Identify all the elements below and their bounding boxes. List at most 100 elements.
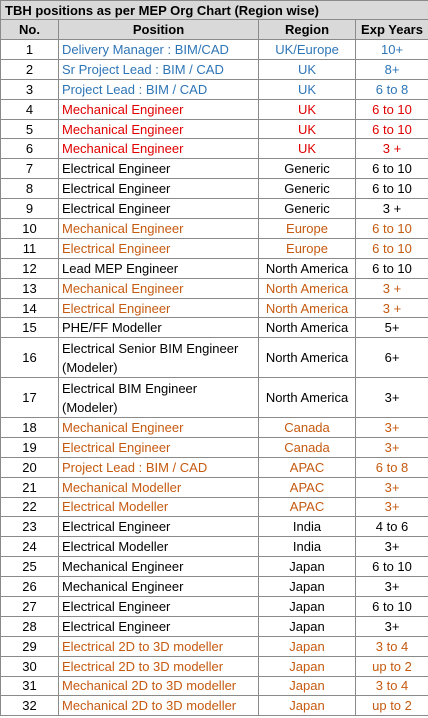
table-row: 15 PHE/FF Modeller North America 5+ xyxy=(0,317,428,339)
table-row: 9 Electrical Engineer Generic 3 + xyxy=(0,198,428,220)
table-row: 32 Mechanical 2D to 3D modeller Japan up to… xyxy=(0,695,428,717)
row-number-cell: 28 xyxy=(0,615,59,637)
position-cell: Mechanical Engineer xyxy=(58,98,259,120)
row-number-cell: 6 xyxy=(0,138,59,160)
row-number-cell: 21 xyxy=(0,476,59,498)
row-number-cell: 30 xyxy=(0,655,59,677)
table-row: 1 Delivery Manager : BIM/CAD UK/Europe 10+ xyxy=(0,39,428,60)
region-cell: North America xyxy=(258,317,356,339)
exp-years-cell: 6 to 10 xyxy=(354,556,428,578)
exp-years-cell: up to 2 xyxy=(354,695,428,717)
exp-years-cell: 6 to 8 xyxy=(354,456,428,478)
table-row: 2 Sr Project Lead : BIM / CAD UK 8+ xyxy=(0,58,428,80)
exp-years-cell: 5+ xyxy=(354,317,428,339)
position-cell: Mechanical Engineer xyxy=(58,277,259,299)
table-row: 10 Mechanical Engineer Europe 6 to 10 xyxy=(0,218,428,239)
position-cell: Delivery Manager : BIM/CAD xyxy=(58,39,259,60)
row-number-cell: 31 xyxy=(0,675,59,697)
position-cell: Electrical Engineer xyxy=(58,516,259,538)
region-cell: Japan xyxy=(258,615,356,637)
exp-years-cell: 3 + xyxy=(354,297,428,319)
row-number-cell: 23 xyxy=(0,516,59,538)
row-number-cell: 10 xyxy=(0,218,59,239)
row-number-cell: 12 xyxy=(0,257,59,279)
exp-years-cell: 3+ xyxy=(354,536,428,558)
table-row: 24 Electrical Modeller India 3+ xyxy=(0,536,428,558)
table-body: 1 Delivery Manager : BIM/CAD UK/Europe 10+ 2… xyxy=(0,39,428,717)
position-cell: Electrical 2D to 3D modeller xyxy=(58,635,259,657)
position-cell: Electrical Engineer xyxy=(58,198,259,220)
table-row: 21 Mechanical Modeller APAC 3+ xyxy=(0,476,428,498)
region-cell: India xyxy=(258,536,356,558)
region-cell: APAC xyxy=(258,456,356,478)
row-number-cell: 18 xyxy=(0,416,59,438)
row-number-cell: 9 xyxy=(0,198,59,220)
position-cell: Mechanical Engineer xyxy=(58,556,259,578)
region-cell: Japan xyxy=(258,635,356,657)
table-row: 4 Mechanical Engineer UK 6 to 10 xyxy=(0,98,428,120)
row-number-cell: 25 xyxy=(0,556,59,578)
table-row: 11 Electrical Engineer Europe 6 to 10 xyxy=(0,237,428,259)
region-cell: Generic xyxy=(258,198,356,220)
table-row: 6 Mechanical Engineer UK 3 + xyxy=(0,138,428,160)
exp-years-cell: 6 to 10 xyxy=(354,118,428,140)
row-number-cell: 20 xyxy=(0,456,59,478)
region-cell: Japan xyxy=(258,675,356,697)
table-row: 29 Electrical 2D to 3D modeller Japan 3 to … xyxy=(0,635,428,657)
table-row: 28 Electrical Engineer Japan 3+ xyxy=(0,615,428,637)
row-number-cell: 7 xyxy=(0,158,59,180)
table-row: 14 Electrical Engineer North America 3 + xyxy=(0,297,428,319)
exp-years-cell: 6 to 10 xyxy=(354,178,428,200)
position-cell: Electrical BIM Engineer (Modeler) xyxy=(58,377,259,418)
exp-years-cell: 3+ xyxy=(354,615,428,637)
exp-years-cell: 6 to 10 xyxy=(354,595,428,617)
region-cell: India xyxy=(258,516,356,538)
exp-years-cell: 3 + xyxy=(354,277,428,299)
table-row: 27 Electrical Engineer Japan 6 to 10 xyxy=(0,595,428,617)
row-number-cell: 29 xyxy=(0,635,59,657)
exp-years-cell: 3+ xyxy=(354,416,428,438)
row-number-cell: 1 xyxy=(0,39,59,60)
row-number-cell: 2 xyxy=(0,58,59,80)
row-number-cell: 11 xyxy=(0,237,59,259)
position-cell: Mechanical Engineer xyxy=(58,138,259,160)
region-cell: UK xyxy=(258,98,356,120)
row-number-cell: 14 xyxy=(0,297,59,319)
region-cell: Europe xyxy=(258,237,356,259)
region-cell: Generic xyxy=(258,178,356,200)
position-cell: Electrical Engineer xyxy=(58,436,259,458)
table-row: 25 Mechanical Engineer Japan 6 to 10 xyxy=(0,556,428,578)
row-number-cell: 17 xyxy=(0,377,59,418)
table-row: 19 Electrical Engineer Canada 3+ xyxy=(0,436,428,458)
table-row: 12 Lead MEP Engineer North America 6 to 10 xyxy=(0,257,428,279)
region-cell: Europe xyxy=(258,218,356,239)
table-row: 18 Mechanical Engineer Canada 3+ xyxy=(0,416,428,438)
table-row: 20 Project Lead : BIM / CAD APAC 6 to 8 xyxy=(0,456,428,478)
position-cell: Electrical Engineer xyxy=(58,297,259,319)
row-number-cell: 13 xyxy=(0,277,59,299)
position-cell: PHE/FF Modeller xyxy=(58,317,259,339)
exp-years-cell: 3+ xyxy=(354,576,428,597)
region-cell: UK xyxy=(258,138,356,160)
table-row: 31 Mechanical 2D to 3D modeller Japan 3 to … xyxy=(0,675,428,697)
region-cell: Canada xyxy=(258,436,356,458)
row-number-cell: 19 xyxy=(0,436,59,458)
region-cell: Generic xyxy=(258,158,356,180)
region-cell: North America xyxy=(258,377,356,418)
column-header-region: Region xyxy=(258,19,356,40)
exp-years-cell: 6 to 10 xyxy=(354,257,428,279)
table-row: 5 Mechanical Engineer UK 6 to 10 xyxy=(0,118,428,140)
position-cell: Mechanical Modeller xyxy=(58,476,259,498)
row-number-cell: 27 xyxy=(0,595,59,617)
position-cell: Electrical Modeller xyxy=(58,536,259,558)
exp-years-cell: 8+ xyxy=(354,58,428,80)
table-row: 3 Project Lead : BIM / CAD UK 6 to 8 xyxy=(0,78,428,100)
row-number-cell: 16 xyxy=(0,337,59,379)
row-number-cell: 15 xyxy=(0,317,59,339)
exp-years-cell: 6 to 10 xyxy=(354,218,428,239)
position-cell: Electrical Senior BIM Engineer (Modeler) xyxy=(58,337,259,379)
exp-years-cell: 6 to 10 xyxy=(354,237,428,259)
position-cell: Mechanical Engineer xyxy=(58,416,259,438)
exp-years-cell: 6 to 10 xyxy=(354,98,428,120)
